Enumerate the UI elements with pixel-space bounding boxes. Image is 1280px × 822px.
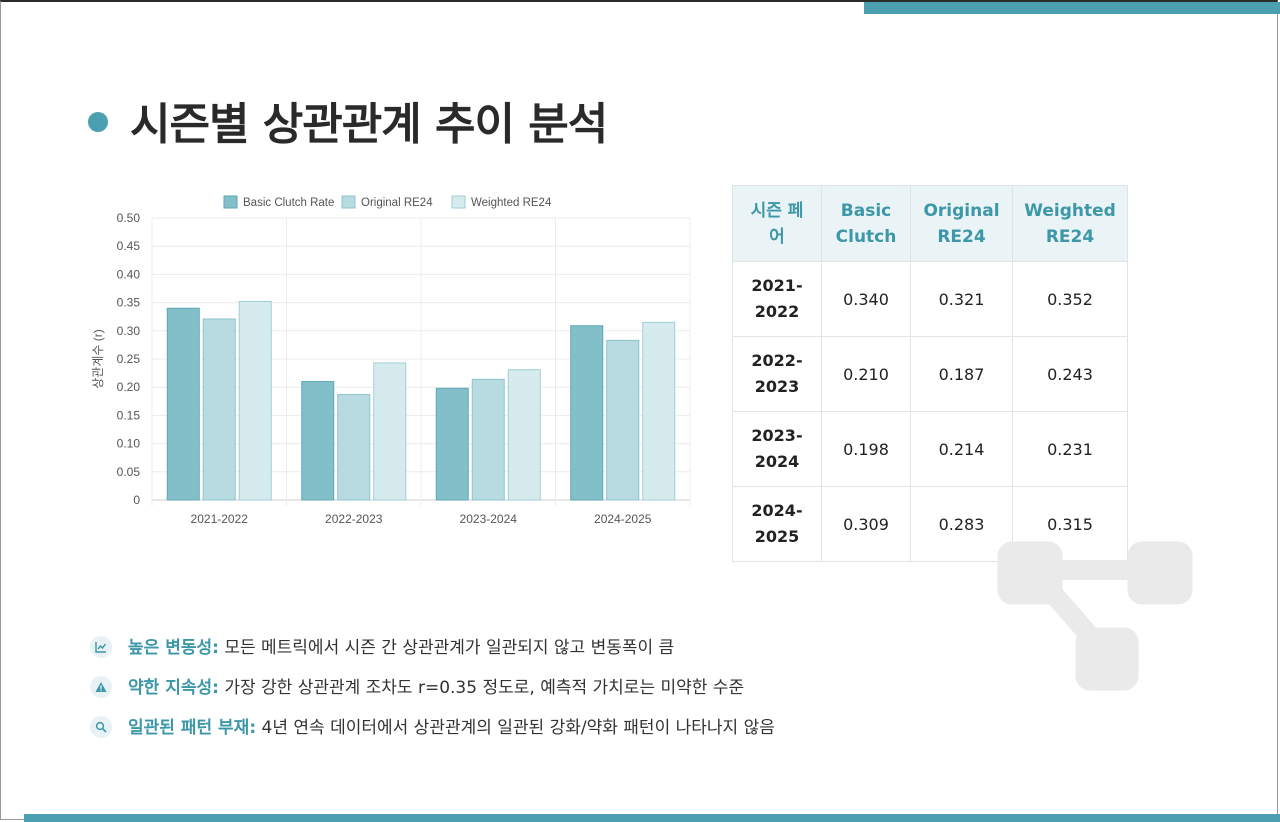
list-item: 약한 지속성: 가장 강한 상관관계 조차도 r=0.35 정도로, 예측적 가… xyxy=(90,674,990,714)
table-header-weighted-re24: Weighted RE24 xyxy=(1012,185,1128,262)
y-tick-label: 0 xyxy=(133,493,140,507)
value-cell: 0.231 xyxy=(1012,411,1128,487)
bar xyxy=(166,307,200,501)
insight-body: 모든 메트릭에서 시즌 간 상관관계가 일관되지 않고 변동폭이 큼 xyxy=(218,638,675,658)
season-line: 2025 xyxy=(754,527,800,546)
season-cell: 2023- 2024 xyxy=(732,411,822,487)
season-line: 2024- xyxy=(751,501,803,520)
value-cell: 0.214 xyxy=(910,411,1013,487)
legend-label: Basic Clutch Rate xyxy=(243,197,334,209)
y-axis-label: 상관계수 (r) xyxy=(91,329,105,388)
list-item: 일관된 패턴 부재: 4년 연속 데이터에서 상관관계의 일관된 강화/약화 패… xyxy=(90,714,990,754)
insight-text: 일관된 패턴 부재: 4년 연속 데이터에서 상관관계의 일관된 강화/약화 패… xyxy=(128,714,775,742)
season-cell: 2022- 2023 xyxy=(732,336,822,412)
value-cell: 0.210 xyxy=(821,336,911,412)
season-line: 2024 xyxy=(754,452,800,471)
bar xyxy=(507,369,541,501)
y-tick-label: 0.25 xyxy=(117,352,141,366)
table-header-original-re24: Original RE24 xyxy=(910,185,1013,262)
insight-body: 4년 연속 데이터에서 상관관계의 일관된 강화/약화 패턴이 나타나지 않음 xyxy=(256,718,775,738)
header-line: 어 xyxy=(769,226,785,247)
top-accent-bar xyxy=(864,2,1280,14)
bar xyxy=(373,362,407,501)
value-cell: 0.243 xyxy=(1012,336,1128,412)
bar xyxy=(606,339,640,501)
value-cell: 0.340 xyxy=(821,261,911,337)
bar xyxy=(435,387,469,501)
x-tick-label: 2022-2023 xyxy=(325,512,383,526)
value-cell: 0.309 xyxy=(821,486,911,562)
page-title: 시즌별 상관관계 추이 분석 xyxy=(130,99,608,150)
correlation-bar-chart: 0 0.05 0.10 0.15 0.20 0.25 0.30 0.35 0.40 0.45 0.5… xyxy=(91,195,691,526)
y-tick-label: 0.05 xyxy=(117,465,141,479)
header-line: RE24 xyxy=(1045,226,1095,247)
insight-list: 높은 변동성: 모든 메트릭에서 시즌 간 상관관계가 일관되지 않고 변동폭이… xyxy=(90,634,990,754)
decorative-network-shape xyxy=(997,541,1193,691)
insight-heading: 높은 변동성: xyxy=(128,638,219,658)
insight-heading: 약한 지속성: xyxy=(128,678,219,698)
header-line: Clutch xyxy=(835,226,897,247)
header-line: 시즌 페 xyxy=(750,200,804,221)
search-icon xyxy=(90,716,112,738)
table-row: 2023- 2024 0.198 0.214 0.231 xyxy=(732,411,1128,487)
table-header-basic-clutch: Basic Clutch xyxy=(821,185,911,262)
legend-swatch xyxy=(223,195,238,209)
value-cell: 0.198 xyxy=(821,411,911,487)
insight-body: 가장 강한 상관관계 조차도 r=0.35 정도로, 예측적 가치로는 미약한 … xyxy=(218,678,745,698)
table-row: 2021- 2022 0.340 0.321 0.352 xyxy=(732,261,1128,337)
chart-line-icon xyxy=(90,636,112,658)
y-tick-label: 0.20 xyxy=(117,380,141,394)
legend-swatch xyxy=(341,195,356,209)
insight-text: 약한 지속성: 가장 강한 상관관계 조차도 r=0.35 정도로, 예측적 가… xyxy=(128,674,744,702)
bar xyxy=(642,321,676,501)
x-tick-label: 2021-2022 xyxy=(191,512,249,526)
bar xyxy=(471,378,505,501)
bar xyxy=(202,318,236,501)
header-line: Basic xyxy=(840,200,892,221)
y-tick-label: 0.40 xyxy=(117,267,141,281)
season-line: 2023 xyxy=(754,377,800,396)
season-cell: 2024- 2025 xyxy=(732,486,822,562)
bottom-accent-bar xyxy=(24,814,1280,822)
y-tick-label: 0.15 xyxy=(117,408,141,422)
legend-swatch xyxy=(451,195,466,209)
table-row: 2022- 2023 0.210 0.187 0.243 xyxy=(732,336,1128,412)
y-tick-label: 0.50 xyxy=(117,211,141,225)
value-cell: 0.321 xyxy=(910,261,1013,337)
insight-text: 높은 변동성: 모든 메트릭에서 시즌 간 상관관계가 일관되지 않고 변동폭이… xyxy=(128,634,674,662)
x-tick-label: 2023-2024 xyxy=(460,512,518,526)
season-line: 2023- xyxy=(751,426,803,445)
value-cell: 0.283 xyxy=(910,486,1013,562)
list-item: 높은 변동성: 모든 메트릭에서 시즌 간 상관관계가 일관되지 않고 변동폭이… xyxy=(90,634,990,674)
header-line: Weighted xyxy=(1024,200,1116,221)
legend-label: Original RE24 xyxy=(361,197,433,209)
y-tick-label: 0.35 xyxy=(117,296,141,310)
season-line: 2021- xyxy=(751,276,803,295)
header-line: RE24 xyxy=(937,226,986,247)
insight-heading: 일관된 패턴 부재: xyxy=(128,718,257,738)
bar xyxy=(301,381,335,501)
legend-label: Weighted RE24 xyxy=(471,197,552,209)
y-tick-label: 0.10 xyxy=(117,437,141,451)
warning-icon xyxy=(90,676,112,698)
bar xyxy=(337,394,371,501)
bar xyxy=(238,300,272,501)
value-cell: 0.352 xyxy=(1012,261,1128,337)
season-cell: 2021- 2022 xyxy=(732,261,822,337)
season-line: 2022 xyxy=(754,302,800,321)
title-bullet-dot xyxy=(88,112,108,132)
x-tick-label: 2024-2025 xyxy=(594,512,652,526)
y-tick-label: 0.45 xyxy=(117,239,141,253)
y-tick-label: 0.30 xyxy=(117,324,141,338)
value-cell: 0.187 xyxy=(910,336,1013,412)
bar xyxy=(570,325,604,501)
season-line: 2022- xyxy=(751,351,803,370)
header-line: Original xyxy=(923,200,1000,221)
